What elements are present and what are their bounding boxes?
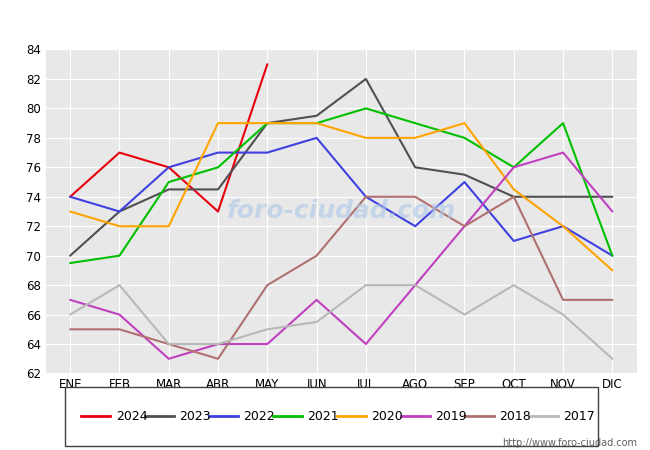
Text: Afiliados en San Cristóbal de Cuéllar a 31/5/2024: Afiliados en San Cristóbal de Cuéllar a … (122, 14, 528, 32)
Text: 2024: 2024 (116, 410, 148, 423)
Text: 2022: 2022 (244, 410, 275, 423)
Text: 2021: 2021 (307, 410, 339, 423)
Text: http://www.foro-ciudad.com: http://www.foro-ciudad.com (502, 438, 637, 448)
Text: 2018: 2018 (499, 410, 531, 423)
Text: 2023: 2023 (179, 410, 211, 423)
Text: foro-ciudad.com: foro-ciudad.com (227, 199, 456, 224)
Text: 2019: 2019 (436, 410, 467, 423)
Text: 2020: 2020 (371, 410, 403, 423)
FancyBboxPatch shape (65, 387, 598, 446)
Text: 2017: 2017 (564, 410, 595, 423)
